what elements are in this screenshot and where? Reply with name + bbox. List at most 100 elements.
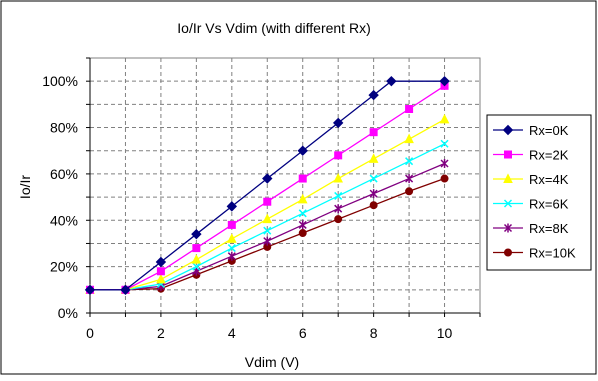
data-point-diamond (262, 173, 273, 184)
legend-item: Rx=0K (493, 123, 569, 138)
data-point-diamond (332, 117, 344, 129)
data-point-circle (440, 174, 449, 183)
data-point-triangle (227, 233, 237, 243)
x-tick-label: 4 (228, 325, 236, 341)
y-tick-label: 60% (50, 166, 78, 182)
data-point-triangle (156, 273, 166, 284)
data-point-diamond (191, 228, 202, 240)
data-point-x (298, 209, 307, 218)
data-point-x (503, 199, 513, 208)
x-tick-label: 8 (370, 325, 378, 341)
data-point-triangle (503, 173, 513, 183)
data-point-square (298, 174, 307, 183)
data-point-x-stroke (298, 209, 307, 218)
data-point-triangle (297, 193, 308, 204)
y-axis-label: Io/Ir (17, 175, 33, 199)
data-point-x (227, 244, 236, 253)
data-point-x (440, 139, 449, 148)
data-point-diamond (386, 75, 397, 87)
y-tick-label: 20% (50, 259, 78, 275)
data-point-triangle (191, 254, 202, 264)
legend-label: Rx=4K (529, 172, 569, 187)
grid-lines (90, 58, 480, 313)
data-point-circle (504, 248, 512, 257)
legend-label: Rx=0K (529, 123, 569, 138)
series-rx-8k (85, 158, 449, 295)
legend-item: Rx=2K (493, 148, 569, 163)
data-point-star (227, 251, 236, 261)
data-point-triangle (368, 153, 379, 163)
data-point-x-stroke (369, 174, 378, 183)
data-point-x-stroke (503, 199, 513, 208)
data-point-circle (298, 229, 307, 238)
legend-label: Rx=8K (529, 221, 569, 236)
x-axis-label: Vdim (V) (245, 354, 299, 370)
x-tick-label: 10 (437, 325, 453, 341)
x-tick-label: 2 (157, 325, 165, 341)
y-tick-label: 0% (58, 305, 78, 321)
data-point-square (405, 105, 414, 113)
data-point-star (298, 220, 307, 230)
data-point-diamond (502, 124, 514, 136)
series-layer (84, 75, 450, 296)
x-tick-label: 0 (86, 325, 94, 341)
axes: 0 2 4 6 8 100%20%40%60%80%100% (42, 57, 481, 341)
data-point-x-stroke (192, 262, 201, 271)
data-point-x-stroke (440, 139, 449, 148)
data-point-star (440, 158, 449, 168)
data-point-circle (405, 187, 414, 196)
data-point-square (334, 151, 343, 160)
data-point-diamond (120, 284, 131, 296)
data-point-circle (369, 201, 378, 210)
legend-label: Rx=6K (529, 197, 569, 212)
data-point-x (192, 262, 201, 271)
data-point-square (227, 220, 236, 229)
data-point-diamond (155, 256, 167, 268)
data-point-circle (334, 215, 343, 224)
y-tick-label: 40% (50, 212, 78, 228)
data-point-square (156, 267, 165, 276)
data-point-diamond (439, 75, 450, 87)
data-point-square (192, 244, 201, 253)
data-point-star (405, 174, 414, 184)
x-tick-label: 6 (299, 325, 307, 341)
data-point-star (263, 236, 272, 246)
data-point-triangle (262, 213, 273, 224)
data-point-x-stroke (227, 244, 236, 253)
data-point-x (334, 191, 343, 200)
legend-item: Rx=8K (493, 221, 569, 236)
data-point-diamond (368, 89, 379, 101)
data-point-star (503, 223, 513, 233)
data-point-diamond (297, 145, 308, 156)
data-point-square (369, 128, 378, 137)
data-point-x (263, 226, 272, 235)
legend-item: Rx=6K (493, 197, 569, 212)
data-point-star (334, 204, 343, 214)
data-point-x-stroke (334, 191, 343, 200)
chart-title: Io/Ir Vs Vdim (with different Rx) (177, 20, 370, 36)
legend-label: Rx=10K (529, 246, 576, 261)
data-point-diamond (226, 201, 238, 212)
y-tick-label: 100% (42, 73, 78, 89)
data-point-x-stroke (405, 157, 414, 166)
data-point-square (263, 197, 272, 206)
data-point-x-stroke (263, 226, 272, 235)
legend-item: Rx=10K (493, 246, 576, 261)
legend: Rx=0K Rx=2K Rx=4K Rx=6K Rx=8K Rx=10K (486, 114, 592, 271)
data-point-triangle (439, 113, 450, 124)
data-point-star (369, 189, 378, 199)
legend-box (486, 114, 592, 271)
data-point-x (405, 157, 414, 166)
legend-item: Rx=4K (493, 172, 569, 187)
legend-label: Rx=2K (529, 148, 569, 163)
series-rx-4k (85, 113, 450, 294)
data-point-diamond (84, 284, 96, 296)
data-point-square (504, 150, 512, 159)
series-rx-0k (84, 75, 450, 296)
data-point-x (369, 174, 378, 183)
data-point-triangle (404, 133, 414, 144)
y-tick-label: 80% (50, 120, 78, 136)
data-point-triangle (333, 172, 343, 183)
